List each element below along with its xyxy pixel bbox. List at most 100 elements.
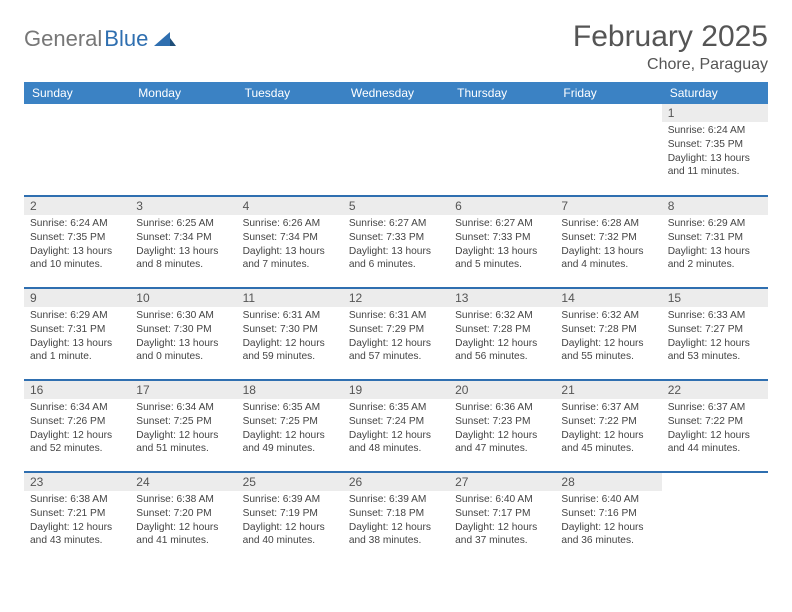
- daylight-text: Daylight: 12 hours and 51 minutes.: [136, 429, 230, 457]
- day-number: 11: [237, 289, 343, 307]
- day-number: 23: [24, 473, 130, 491]
- day-number: 27: [449, 473, 555, 491]
- day-content: Sunrise: 6:36 AMSunset: 7:23 PMDaylight:…: [449, 399, 555, 460]
- weekday-header-row: Sunday Monday Tuesday Wednesday Thursday…: [24, 82, 768, 104]
- day-number: 13: [449, 289, 555, 307]
- sunrise-text: Sunrise: 6:40 AM: [561, 493, 655, 507]
- sunset-text: Sunset: 7:17 PM: [455, 507, 549, 521]
- sunrise-text: Sunrise: 6:36 AM: [455, 401, 549, 415]
- sunset-text: Sunset: 7:33 PM: [349, 231, 443, 245]
- calendar-cell: 15Sunrise: 6:33 AMSunset: 7:27 PMDayligh…: [662, 288, 768, 380]
- day-number: [449, 104, 555, 108]
- sunset-text: Sunset: 7:34 PM: [243, 231, 337, 245]
- daylight-text: Daylight: 12 hours and 47 minutes.: [455, 429, 549, 457]
- sunrise-text: Sunrise: 6:37 AM: [668, 401, 762, 415]
- calendar-week-row: 1Sunrise: 6:24 AMSunset: 7:35 PMDaylight…: [24, 104, 768, 196]
- day-number: 20: [449, 381, 555, 399]
- calendar-cell: 14Sunrise: 6:32 AMSunset: 7:28 PMDayligh…: [555, 288, 661, 380]
- calendar-cell: 9Sunrise: 6:29 AMSunset: 7:31 PMDaylight…: [24, 288, 130, 380]
- sunset-text: Sunset: 7:24 PM: [349, 415, 443, 429]
- daylight-text: Daylight: 13 hours and 1 minute.: [30, 337, 124, 365]
- daylight-text: Daylight: 12 hours and 37 minutes.: [455, 521, 549, 549]
- triangle-icon: [154, 30, 176, 49]
- sunrise-text: Sunrise: 6:38 AM: [136, 493, 230, 507]
- calendar-cell: 19Sunrise: 6:35 AMSunset: 7:24 PMDayligh…: [343, 380, 449, 472]
- sunrise-text: Sunrise: 6:38 AM: [30, 493, 124, 507]
- daylight-text: Daylight: 12 hours and 44 minutes.: [668, 429, 762, 457]
- day-content: Sunrise: 6:31 AMSunset: 7:30 PMDaylight:…: [237, 307, 343, 368]
- month-title: February 2025: [573, 20, 768, 54]
- day-number: 19: [343, 381, 449, 399]
- daylight-text: Daylight: 12 hours and 59 minutes.: [243, 337, 337, 365]
- day-number: 22: [662, 381, 768, 399]
- calendar-cell: 1Sunrise: 6:24 AMSunset: 7:35 PMDaylight…: [662, 104, 768, 196]
- sunset-text: Sunset: 7:35 PM: [668, 138, 762, 152]
- page-header: GeneralBlue February 2025 Chore, Paragua…: [24, 20, 768, 74]
- weekday-header: Wednesday: [343, 82, 449, 104]
- daylight-text: Daylight: 12 hours and 53 minutes.: [668, 337, 762, 365]
- calendar-cell: 7Sunrise: 6:28 AMSunset: 7:32 PMDaylight…: [555, 196, 661, 288]
- day-content: Sunrise: 6:24 AMSunset: 7:35 PMDaylight:…: [662, 122, 768, 183]
- day-number: [662, 473, 768, 477]
- sunrise-text: Sunrise: 6:39 AM: [349, 493, 443, 507]
- logo-text-blue: Blue: [104, 26, 148, 52]
- calendar-cell: 16Sunrise: 6:34 AMSunset: 7:26 PMDayligh…: [24, 380, 130, 472]
- sunrise-text: Sunrise: 6:24 AM: [668, 124, 762, 138]
- day-content: Sunrise: 6:26 AMSunset: 7:34 PMDaylight:…: [237, 215, 343, 276]
- calendar-cell: 18Sunrise: 6:35 AMSunset: 7:25 PMDayligh…: [237, 380, 343, 472]
- sunrise-text: Sunrise: 6:34 AM: [136, 401, 230, 415]
- calendar-cell: 17 Sunrise: 6:34 AMSunset: 7:25 PMDayligh…: [130, 380, 236, 472]
- day-content: Sunrise: 6:35 AMSunset: 7:24 PMDaylight:…: [343, 399, 449, 460]
- day-number: [555, 104, 661, 108]
- daylight-text: Daylight: 13 hours and 11 minutes.: [668, 152, 762, 180]
- day-number: 4: [237, 197, 343, 215]
- day-number: 8: [662, 197, 768, 215]
- calendar-cell: 20Sunrise: 6:36 AMSunset: 7:23 PMDayligh…: [449, 380, 555, 472]
- day-number: 5: [343, 197, 449, 215]
- daylight-text: Daylight: 12 hours and 36 minutes.: [561, 521, 655, 549]
- day-content: Sunrise: 6:39 AMSunset: 7:18 PMDaylight:…: [343, 491, 449, 552]
- calendar-cell: 3Sunrise: 6:25 AMSunset: 7:34 PMDaylight…: [130, 196, 236, 288]
- calendar-cell: [130, 104, 236, 196]
- day-content: Sunrise: 6:30 AMSunset: 7:30 PMDaylight:…: [130, 307, 236, 368]
- sunrise-text: Sunrise: 6:30 AM: [136, 309, 230, 323]
- calendar-cell: 27Sunrise: 6:40 AMSunset: 7:17 PMDayligh…: [449, 472, 555, 564]
- day-content: Sunrise: 6:33 AMSunset: 7:27 PMDaylight:…: [662, 307, 768, 368]
- sunrise-text: Sunrise: 6:28 AM: [561, 217, 655, 231]
- day-content: Sunrise: 6:34 AMSunset: 7:26 PMDaylight:…: [24, 399, 130, 460]
- sunrise-text: Sunrise: 6:34 AM: [30, 401, 124, 415]
- calendar-cell: [662, 472, 768, 564]
- daylight-text: Daylight: 13 hours and 8 minutes.: [136, 245, 230, 273]
- daylight-text: Daylight: 12 hours and 49 minutes.: [243, 429, 337, 457]
- sunset-text: Sunset: 7:35 PM: [30, 231, 124, 245]
- day-number: 12: [343, 289, 449, 307]
- daylight-text: Daylight: 12 hours and 52 minutes.: [30, 429, 124, 457]
- daylight-text: Daylight: 12 hours and 45 minutes.: [561, 429, 655, 457]
- sunset-text: Sunset: 7:21 PM: [30, 507, 124, 521]
- sunrise-text: Sunrise: 6:37 AM: [561, 401, 655, 415]
- sunset-text: Sunset: 7:33 PM: [455, 231, 549, 245]
- calendar-cell: 23Sunrise: 6:38 AMSunset: 7:21 PMDayligh…: [24, 472, 130, 564]
- day-content: Sunrise: 6:38 AMSunset: 7:21 PMDaylight:…: [24, 491, 130, 552]
- sunset-text: Sunset: 7:27 PM: [668, 323, 762, 337]
- calendar-cell: 24Sunrise: 6:38 AMSunset: 7:20 PMDayligh…: [130, 472, 236, 564]
- location-label: Chore, Paraguay: [573, 56, 768, 74]
- day-number: [130, 104, 236, 108]
- day-number: 9: [24, 289, 130, 307]
- sunset-text: Sunset: 7:25 PM: [136, 415, 230, 429]
- day-content: Sunrise: 6:37 AMSunset: 7:22 PMDaylight:…: [662, 399, 768, 460]
- daylight-text: Daylight: 13 hours and 7 minutes.: [243, 245, 337, 273]
- sunset-text: Sunset: 7:30 PM: [136, 323, 230, 337]
- sunrise-text: Sunrise: 6:27 AM: [455, 217, 549, 231]
- daylight-text: Daylight: 12 hours and 55 minutes.: [561, 337, 655, 365]
- sunrise-text: Sunrise: 6:35 AM: [243, 401, 337, 415]
- daylight-text: Daylight: 12 hours and 40 minutes.: [243, 521, 337, 549]
- day-content: Sunrise: 6:29 AMSunset: 7:31 PMDaylight:…: [24, 307, 130, 368]
- day-content: Sunrise: 6:25 AMSunset: 7:34 PMDaylight:…: [130, 215, 236, 276]
- sunset-text: Sunset: 7:32 PM: [561, 231, 655, 245]
- day-number: 14: [555, 289, 661, 307]
- weekday-header: Tuesday: [237, 82, 343, 104]
- day-number: 17: [130, 381, 236, 399]
- sunrise-text: Sunrise: 6:32 AM: [455, 309, 549, 323]
- daylight-text: Daylight: 13 hours and 6 minutes.: [349, 245, 443, 273]
